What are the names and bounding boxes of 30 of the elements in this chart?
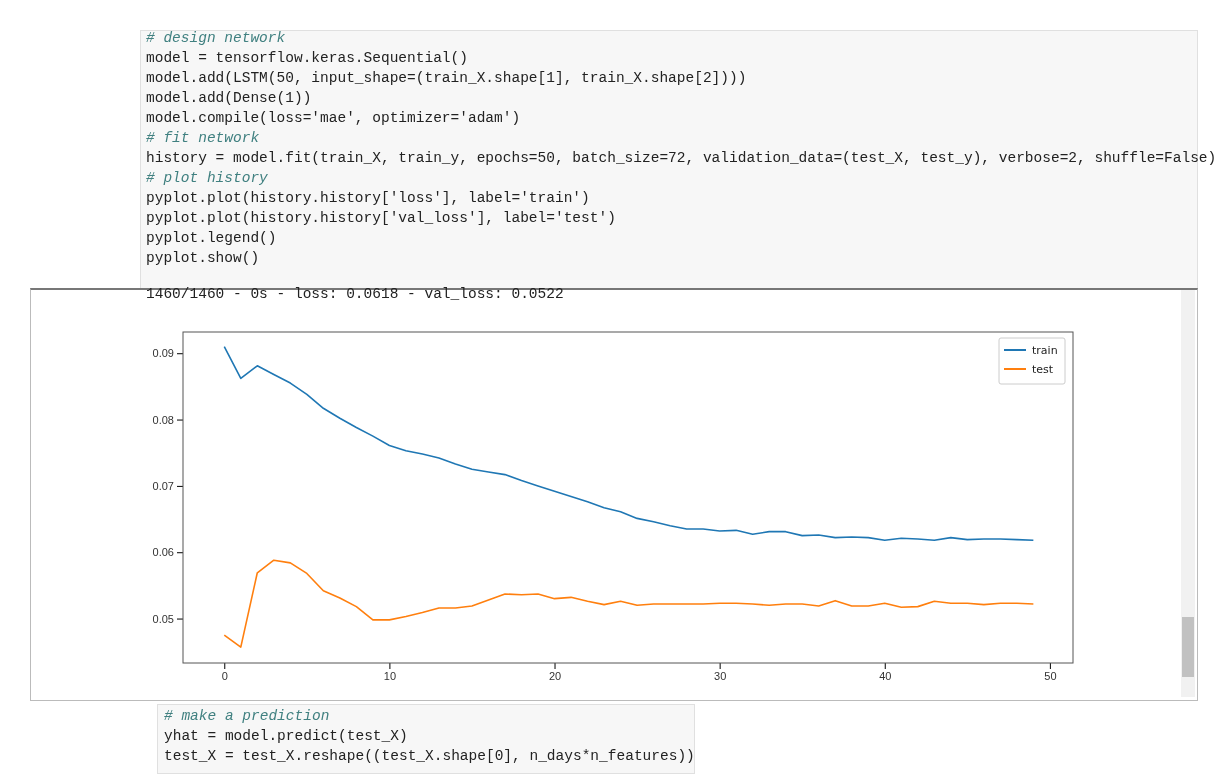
text: model.add(Dense(1)) <box>146 89 312 108</box>
text: model.compile(loss='mae', optimizer='adam') <box>146 109 521 128</box>
y-tick-label: 0.05 <box>152 612 174 625</box>
text: # fit network <box>146 129 260 148</box>
line-series <box>223 559 1035 648</box>
y-tick-label: 0.07 <box>152 479 174 492</box>
y-tick-label: 0.09 <box>152 347 174 360</box>
x-tick-label: 10 <box>383 669 397 682</box>
text: pyplot.legend() <box>146 229 277 248</box>
legend-label: test <box>1032 363 1054 376</box>
x-tick-label: 20 <box>548 669 562 682</box>
y-tick-label: 0.06 <box>152 546 174 559</box>
x-tick-label: 0 <box>221 669 228 682</box>
x-tick-label: 50 <box>1044 669 1057 682</box>
text: pyplot.plot(history.history['val_loss'], label='test') <box>146 209 616 228</box>
text: yhat = model.predict(test_X) <box>164 727 408 746</box>
text: pyplot.show() <box>146 249 260 268</box>
y-tick-label: 0.08 <box>152 413 174 426</box>
text: pyplot.plot(history.history['loss'], label='train') <box>146 189 590 208</box>
text: model = tensorflow.keras.Sequential() <box>146 49 468 68</box>
text: 1460/1460 - 0s - loss: 0.0618 - val_loss: 0.0522 <box>146 285 564 304</box>
x-tick-label: 40 <box>879 669 892 682</box>
text: # plot history <box>146 169 268 188</box>
text: model.add(LSTM(50, input_shape=(train_X.shape[1], train_X.shape[2]))) <box>146 69 747 88</box>
legend-label: train <box>1032 344 1058 357</box>
text: history = model.fit(train_X, train_y, epochs=50, batch_size=72, validation_data=(test_X, test_y), verbose=2, shuffle=False) <box>146 149 1214 168</box>
text: # make a prediction <box>164 707 330 726</box>
text: # design network <box>146 29 286 48</box>
text: test_X = test_X.reshape((test_X.shape[0], n_days*n_features)) <box>164 747 695 766</box>
x-tick-label: 30 <box>714 669 727 682</box>
